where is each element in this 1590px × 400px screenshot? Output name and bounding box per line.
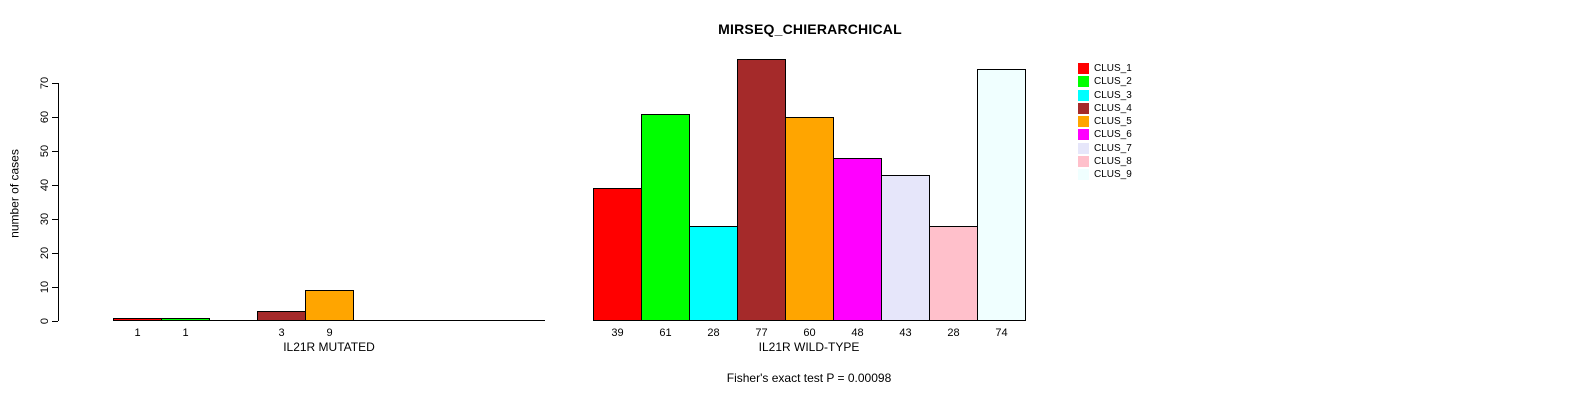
y-tick	[52, 185, 58, 186]
bar-value-label: 3	[278, 327, 285, 339]
bar-value-label: 60	[803, 327, 816, 339]
legend-row: CLUS_6	[1078, 128, 1132, 141]
legend-color-swatch	[1078, 63, 1089, 75]
legend-label: CLUS_9	[1094, 169, 1132, 181]
bar-clus_5	[785, 117, 834, 321]
legend-color-swatch	[1078, 89, 1089, 101]
legend-label: CLUS_5	[1094, 116, 1132, 128]
legend: CLUS_1 CLUS_2 CLUS_3 CLUS_4 CLUS_5 CLUS_6 CLUS…	[1078, 62, 1132, 181]
legend-color-swatch	[1078, 155, 1089, 167]
y-tick-label: 70	[39, 76, 51, 90]
y-tick	[52, 83, 58, 84]
bar-clus_2	[161, 318, 210, 321]
bar-clus_1	[113, 318, 162, 321]
legend-row: CLUS_7	[1078, 142, 1132, 155]
x-axis-label-wildtype: IL21R WILD-TYPE	[758, 340, 860, 354]
bar-clus_6	[833, 158, 882, 321]
y-tick-label: 60	[39, 110, 51, 124]
bar-value-label: 61	[659, 327, 672, 339]
fisher-test-annotation: Fisher's exact test P = 0.00098	[726, 371, 892, 385]
y-tick	[52, 321, 58, 322]
legend-label: CLUS_6	[1094, 129, 1132, 141]
y-tick-label: 10	[39, 280, 51, 294]
legend-row: CLUS_5	[1078, 115, 1132, 128]
bar-value-label: 9	[326, 327, 333, 339]
legend-color-swatch	[1078, 76, 1089, 88]
y-tick	[52, 151, 58, 152]
legend-label: CLUS_8	[1094, 155, 1132, 167]
bar-value-label: 48	[851, 327, 864, 339]
bar-value-label: 28	[707, 327, 720, 339]
legend-row: CLUS_8	[1078, 155, 1132, 168]
y-tick-label: 0	[39, 317, 51, 325]
y-axis-line	[58, 83, 59, 321]
bar-clus_9	[977, 69, 1026, 321]
bar-clus_4	[737, 59, 786, 321]
bar-value-label: 28	[947, 327, 960, 339]
legend-label: CLUS_2	[1094, 76, 1132, 88]
bar-value-label: 43	[899, 327, 912, 339]
legend-label: CLUS_3	[1094, 89, 1132, 101]
bar-clus_7	[881, 175, 930, 321]
bar-value-label: 39	[611, 327, 624, 339]
y-tick	[52, 219, 58, 220]
y-tick-label: 40	[39, 178, 51, 192]
chart-title: MIRSEQ_CHIERARCHICAL	[718, 21, 902, 37]
bar-value-label: 1	[182, 327, 189, 339]
y-tick	[52, 253, 58, 254]
legend-row: CLUS_1	[1078, 62, 1132, 75]
x-axis-label-mutated: IL21R MUTATED	[283, 340, 375, 354]
legend-color-swatch	[1078, 116, 1089, 128]
y-tick-label: 30	[39, 212, 51, 226]
bar-clus_2	[641, 114, 690, 321]
legend-color-swatch	[1078, 102, 1089, 114]
y-tick	[52, 117, 58, 118]
legend-row: CLUS_3	[1078, 89, 1132, 102]
legend-label: CLUS_1	[1094, 63, 1132, 75]
legend-color-swatch	[1078, 169, 1089, 181]
legend-color-swatch	[1078, 142, 1089, 154]
legend-row: CLUS_4	[1078, 102, 1132, 115]
bar-value-label: 77	[755, 327, 768, 339]
legend-row: CLUS_2	[1078, 75, 1132, 88]
y-axis-label: number of cases	[7, 149, 22, 238]
bar-clus_5	[305, 290, 354, 321]
legend-color-swatch	[1078, 129, 1089, 141]
legend-label: CLUS_4	[1094, 102, 1132, 114]
y-tick-label: 50	[39, 144, 51, 158]
bar-value-label: 74	[995, 327, 1008, 339]
y-tick-label: 20	[39, 246, 51, 260]
legend-label: CLUS_7	[1094, 142, 1132, 154]
y-tick	[52, 287, 58, 288]
bar-clus_3	[689, 226, 738, 321]
legend-row: CLUS_9	[1078, 168, 1132, 181]
bar-clus_8	[929, 226, 978, 321]
bar-clus_4	[257, 311, 306, 321]
bar-value-label: 1	[134, 327, 141, 339]
bar-clus_1	[593, 188, 642, 321]
